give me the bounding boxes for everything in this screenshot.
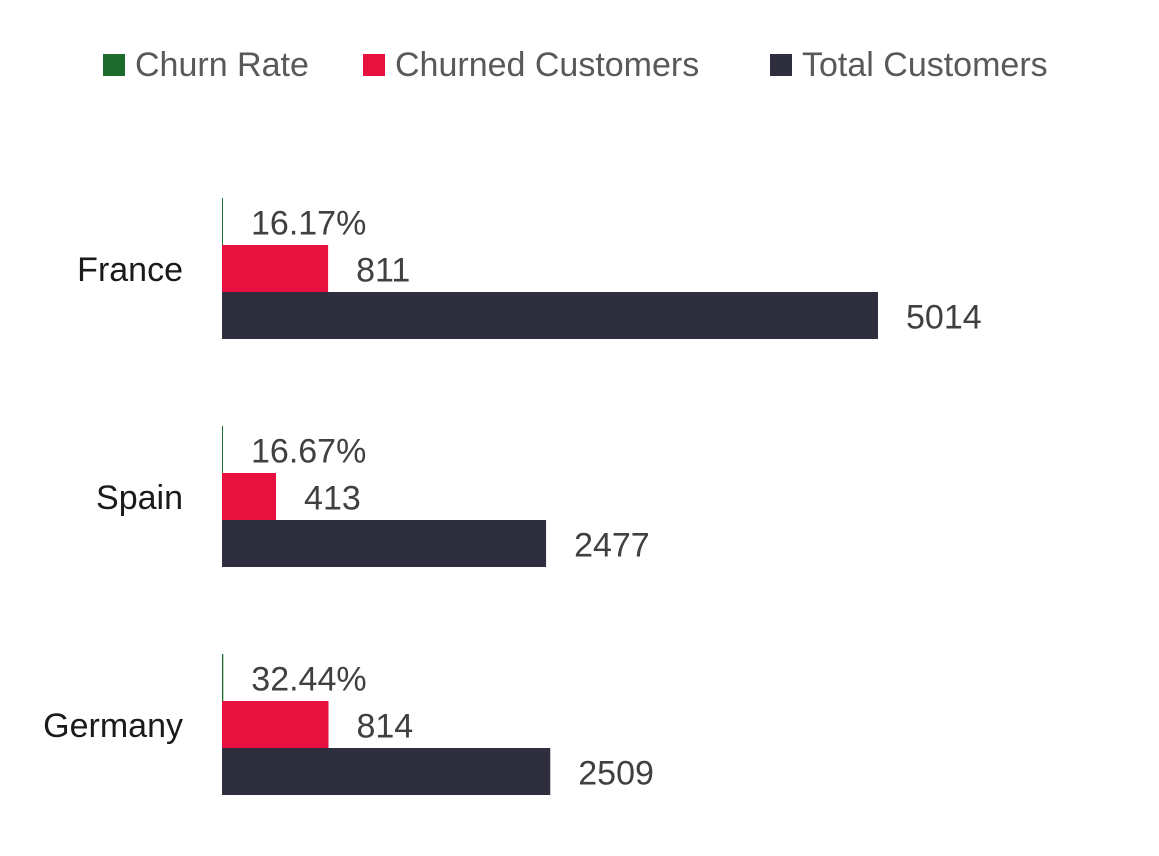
bar-france-churn-rate	[222, 198, 223, 245]
bar-france-churned-customers	[222, 245, 329, 292]
data-label-france-churn-rate: 16.17%	[251, 205, 366, 243]
legend-swatch-churned-customers	[363, 54, 385, 76]
chart-legend: Churn Rate Churned Customers Total Custome…	[103, 46, 1048, 84]
data-label-germany-churned-customers: 814	[356, 708, 413, 746]
bar-germany-total-customers	[222, 748, 551, 795]
bar-france-total-customers	[222, 292, 878, 339]
data-label-spain-total-customers: 2477	[574, 527, 650, 565]
legend-label-churned-customers: Churned Customers	[395, 46, 699, 84]
data-label-germany-total-customers: 2509	[578, 755, 654, 793]
category-label-france: France	[77, 251, 183, 289]
data-label-france-churned-customers: 811	[356, 252, 410, 290]
category-label-germany: Germany	[43, 707, 183, 745]
bar-spain-churn-rate	[222, 426, 223, 473]
data-label-spain-churned-customers: 413	[304, 480, 361, 518]
legend-swatch-total-customers	[770, 54, 792, 76]
bar-germany-churn-rate	[222, 654, 224, 701]
bar-spain-total-customers	[222, 520, 547, 567]
data-label-germany-churn-rate: 32.44%	[251, 661, 366, 699]
bar-spain-churned-customers	[222, 473, 277, 520]
bar-germany-churned-customers	[222, 701, 329, 748]
labels-group: France 16.17% 811 5014 Spain 16.67% 413 2477 Ger…	[43, 205, 981, 793]
category-label-spain: Spain	[96, 479, 183, 517]
bars-group	[222, 198, 878, 795]
data-label-france-total-customers: 5014	[906, 299, 982, 337]
legend-label-total-customers: Total Customers	[802, 46, 1048, 84]
legend-swatch-churn-rate	[103, 54, 125, 76]
data-label-spain-churn-rate: 16.67%	[251, 433, 366, 471]
legend-label-churn-rate: Churn Rate	[135, 46, 309, 84]
